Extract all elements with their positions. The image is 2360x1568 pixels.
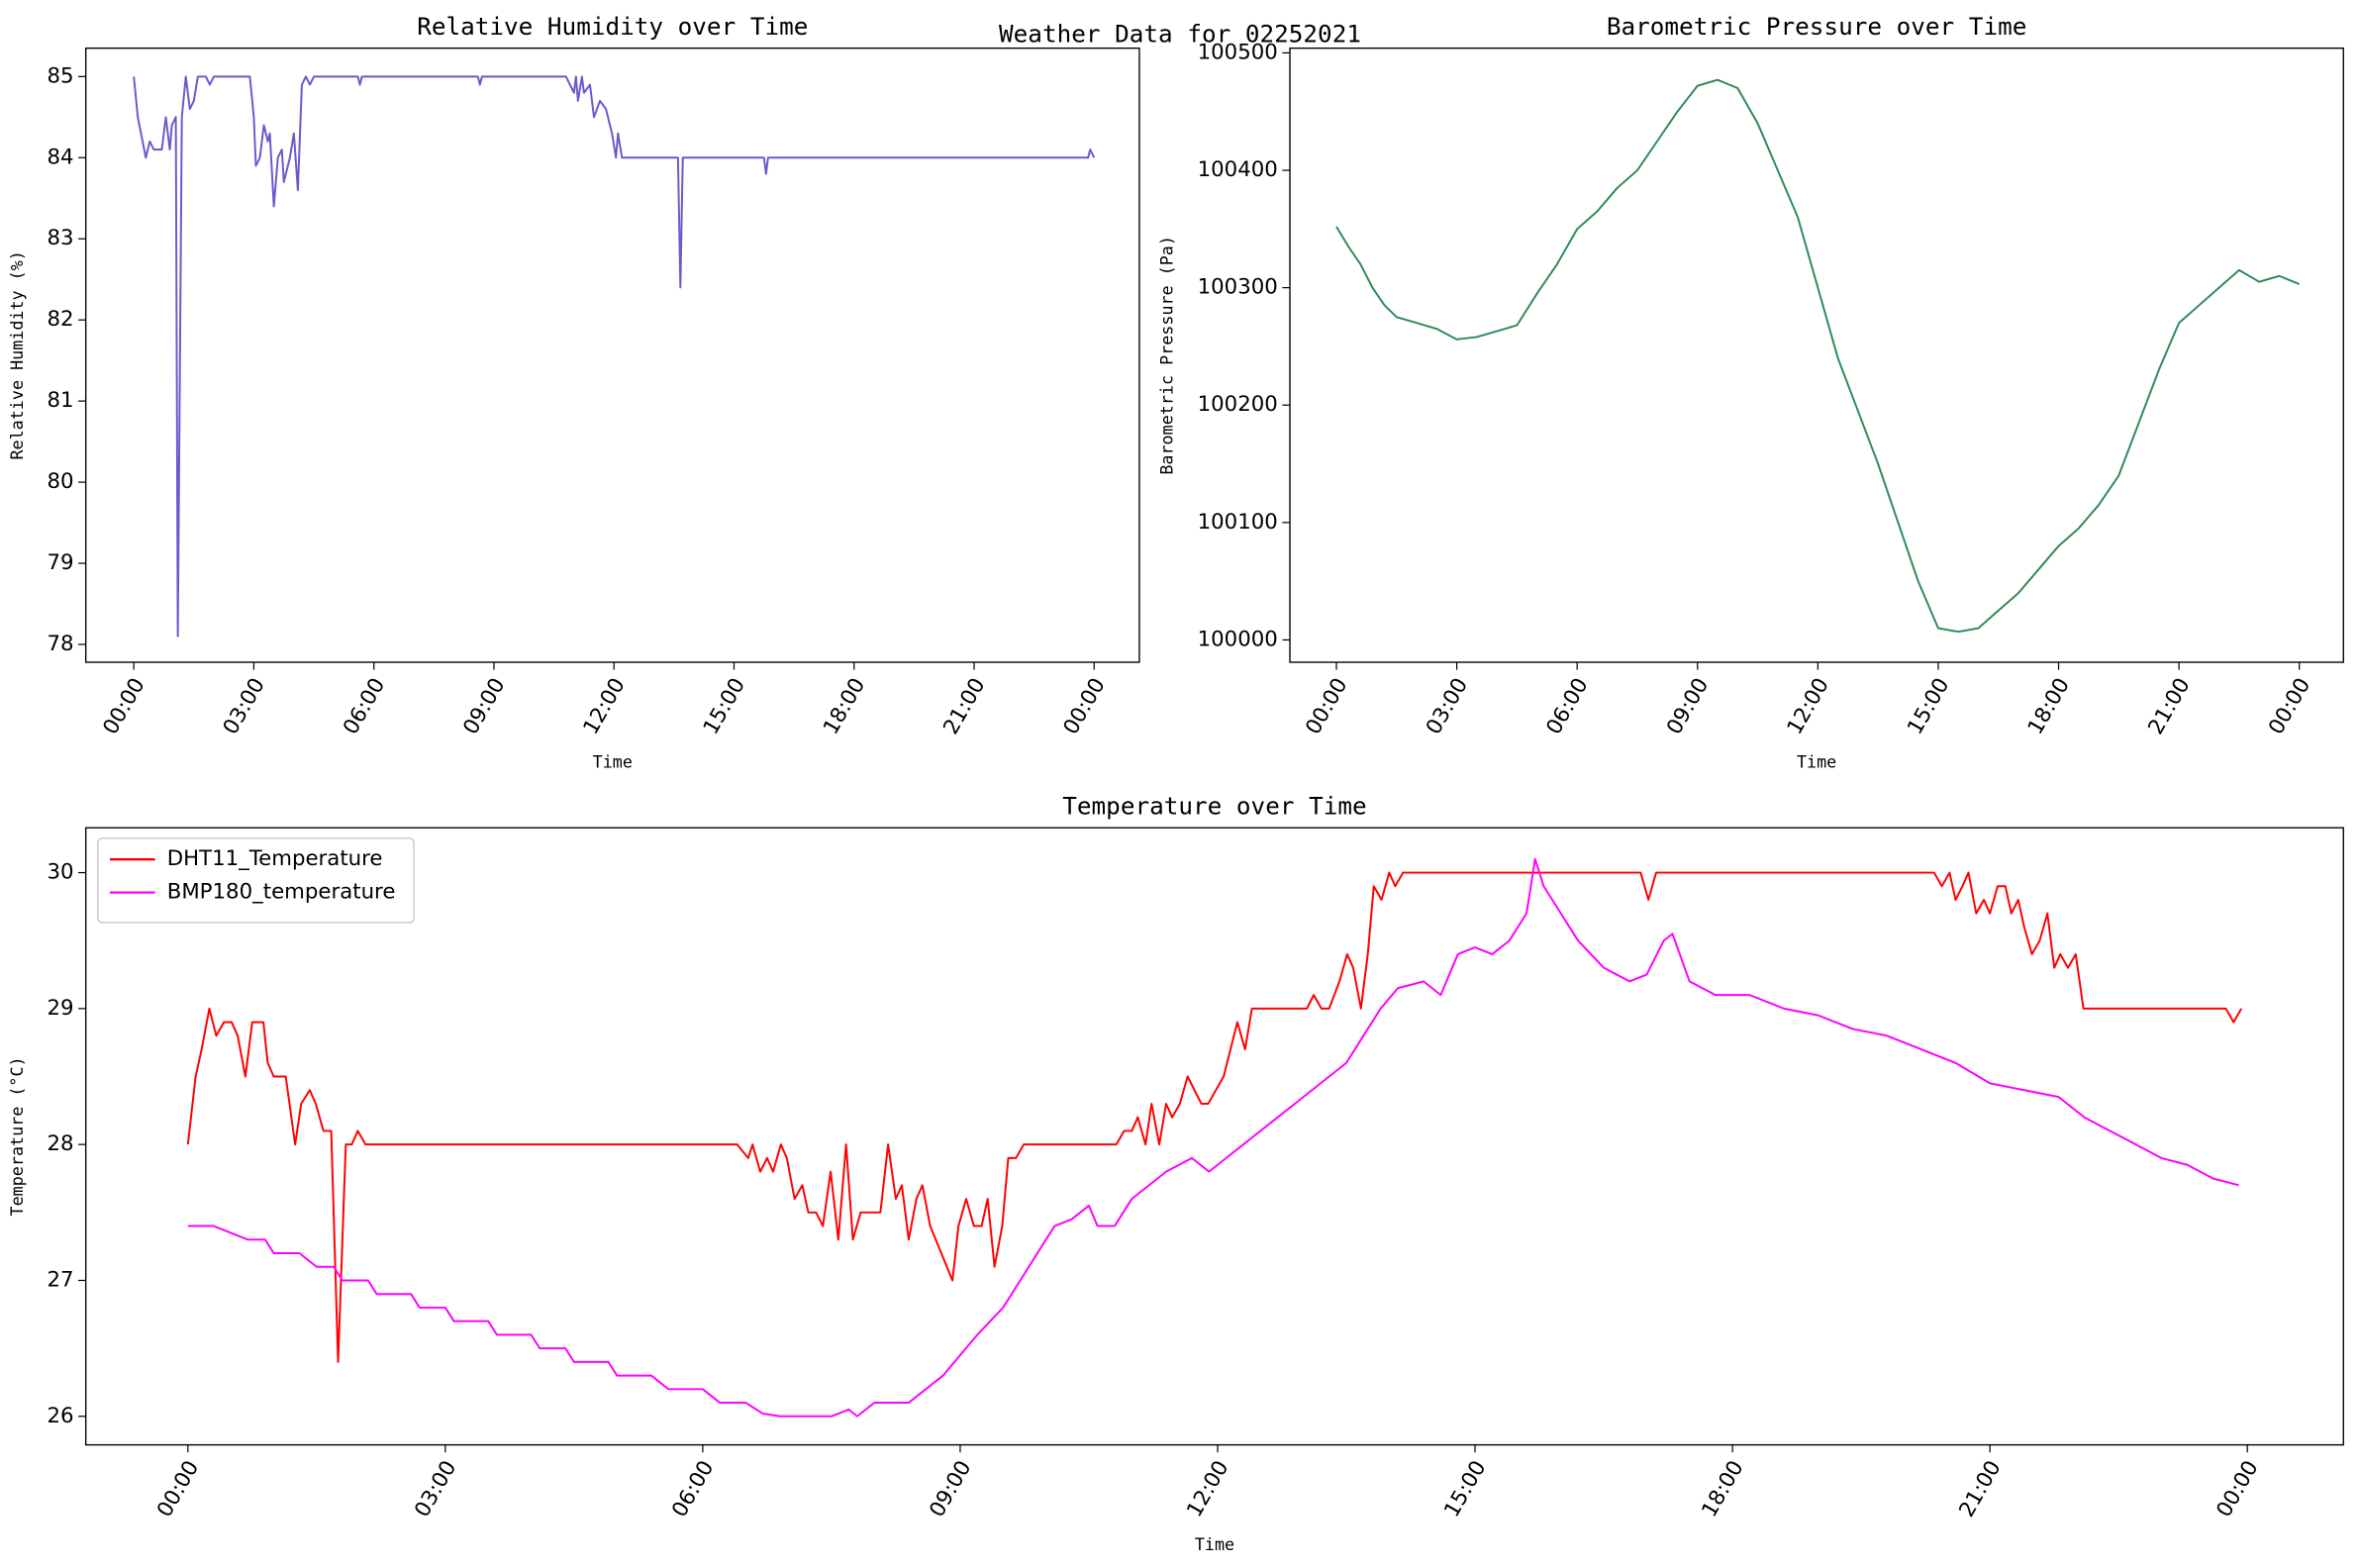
y-tick-label: 81 <box>47 388 73 413</box>
y-axis-label: Barometric Pressure (Pa) <box>1156 236 1176 475</box>
y-tick-label: 80 <box>47 469 73 494</box>
y-tick-label: 85 <box>47 63 73 88</box>
legend-box <box>97 837 415 924</box>
legend-label: DHT11_Temperature <box>167 846 383 871</box>
plot-frame <box>84 827 2344 1446</box>
y-tick-label: 100200 <box>1198 392 1278 417</box>
data-line <box>186 871 2242 1363</box>
x-axis-label: Time <box>593 751 633 771</box>
chart-title: Relative Humidity over Time <box>417 12 808 41</box>
plot-frame <box>1289 47 2344 663</box>
y-tick-label: 100500 <box>1198 40 1278 64</box>
legend: DHT11_Temperature BMP180_temperature <box>97 837 415 924</box>
legend-label: BMP180_temperature <box>167 880 396 905</box>
chart-title: Temperature over Time <box>1062 792 1366 821</box>
y-tick-label: 28 <box>47 1131 73 1156</box>
y-tick-label: 79 <box>47 550 73 575</box>
y-tick-label: 100300 <box>1198 275 1278 300</box>
y-tick-label: 82 <box>47 307 73 332</box>
plot-frame <box>84 47 1140 663</box>
chart-title: Barometric Pressure over Time <box>1607 12 2026 41</box>
y-tick-label: 27 <box>47 1267 73 1292</box>
y-tick-label: 78 <box>47 632 73 656</box>
y-tick-label: 100100 <box>1198 510 1278 535</box>
data-line <box>187 857 2239 1418</box>
y-tick-label: 100400 <box>1198 157 1278 182</box>
y-tick-label: 30 <box>47 860 73 885</box>
y-axis-label: Relative Humidity (%) <box>7 250 27 459</box>
figure-title: Weather Data for 02252021 <box>999 20 1361 49</box>
y-tick-label: 84 <box>47 145 73 169</box>
y-tick-label: 29 <box>47 996 73 1021</box>
y-tick-label: 100000 <box>1198 627 1278 651</box>
data-line <box>133 75 1096 637</box>
x-axis-label: Time <box>1195 1534 1234 1554</box>
y-tick-label: 26 <box>47 1404 73 1428</box>
x-axis-label: Time <box>1797 751 1836 771</box>
y-tick-label: 83 <box>47 226 73 250</box>
data-line <box>1335 78 2301 634</box>
y-axis-label: Temperature (°C) <box>7 1056 27 1216</box>
